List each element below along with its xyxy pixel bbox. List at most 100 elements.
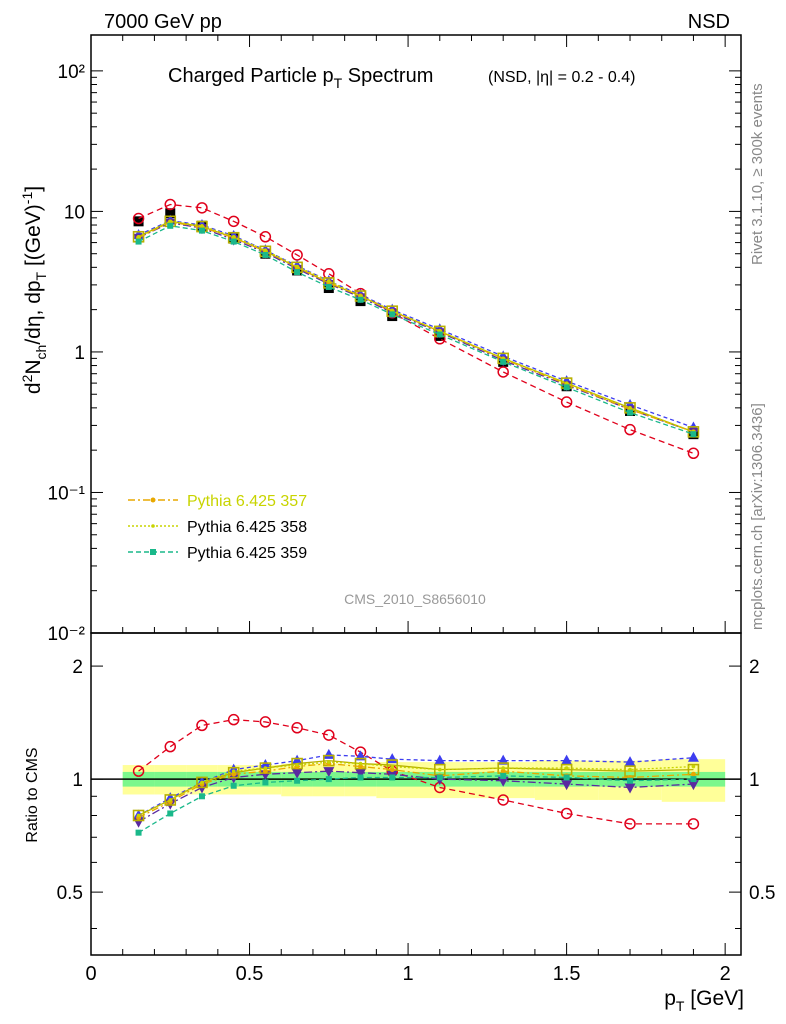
series-point [231, 771, 237, 777]
x-tick-label: 2 [720, 963, 731, 985]
series-point [500, 768, 506, 774]
series-point [560, 396, 573, 408]
series-point [627, 777, 634, 784]
data-point [133, 216, 144, 227]
legend-label: Pythia 6.425 359 [187, 545, 307, 562]
series-point [357, 296, 364, 303]
series-point [262, 768, 268, 774]
series-point [323, 767, 335, 778]
series-line [138, 775, 694, 834]
series-point [358, 764, 364, 770]
series-point [325, 776, 332, 783]
series-point [564, 766, 569, 770]
legend-label: Pythia 6.425 357 [187, 493, 307, 510]
series-point [135, 238, 142, 245]
series-point [196, 783, 208, 794]
series-point [135, 829, 142, 836]
series-point [295, 264, 299, 269]
series-point [132, 212, 145, 225]
series-point [323, 748, 335, 759]
x-tick-label: 0.5 [236, 963, 264, 985]
series-line [138, 761, 694, 817]
legend-marker [150, 497, 156, 503]
series-point [167, 810, 174, 817]
series-point [563, 774, 570, 781]
series-point [198, 793, 205, 800]
series-line [138, 219, 694, 429]
legend-marker [150, 549, 156, 555]
y-tick-label: 1 [74, 343, 85, 364]
series-point [227, 215, 240, 228]
series-point [263, 766, 268, 770]
y-tick-label: 10⁻² [48, 624, 86, 645]
series-point [690, 771, 696, 777]
series-point [167, 222, 174, 229]
legend-label: Pythia 6.425 358 [187, 519, 307, 536]
header-right: NSD [688, 11, 730, 33]
series-point [230, 238, 237, 245]
series-point [291, 768, 303, 779]
series-point [564, 381, 569, 385]
lower-frame [90, 632, 742, 956]
y-tick-label: 10² [58, 62, 85, 83]
series-point [500, 772, 507, 779]
series-point [434, 754, 446, 765]
chart-title: Charged Particle pT Spectrum [168, 65, 433, 91]
series-point [228, 763, 240, 774]
series-point [295, 763, 299, 767]
series-point [624, 423, 636, 436]
series-point [164, 792, 176, 803]
series-point [259, 759, 271, 770]
series-point [200, 223, 204, 228]
series-line [138, 770, 694, 823]
y-tick-label: 2 [72, 657, 83, 678]
series-point [560, 807, 573, 820]
series-point [164, 794, 177, 806]
series-point [262, 779, 269, 786]
series-point [164, 198, 177, 211]
series-point [327, 760, 331, 764]
series-point [501, 766, 505, 770]
x-tick-label: 1 [403, 963, 414, 985]
series-point [231, 234, 236, 239]
series-point [327, 279, 331, 283]
y-tick-label-right: 0.5 [749, 883, 775, 904]
series-line [138, 203, 694, 454]
series-point [497, 776, 509, 787]
upper-frame [90, 34, 742, 634]
ratio-plot: 0.5 0.5 1 1 2 2 0 0.5 1 1.5 2 [57, 632, 775, 985]
series-point [687, 751, 699, 762]
series-point [690, 776, 697, 783]
series-line [138, 762, 694, 819]
series-point [196, 202, 208, 214]
series-point [561, 754, 573, 765]
series-point [196, 719, 208, 732]
side-mcplots: mcplots.cern.ch [arXiv:1306.3436] [749, 403, 766, 630]
y-axis-label-lower: Ratio to CMS [24, 747, 41, 842]
x-axis-label: pT [GeV] [664, 987, 744, 1014]
series-point [198, 227, 205, 234]
series-point [624, 783, 636, 794]
y-axis-label-upper: d2Nch/dη, dpT [(GeV)-1] [19, 186, 49, 394]
series-point [358, 761, 363, 766]
series-point [561, 780, 573, 791]
series-point [263, 248, 268, 252]
y-tick-label-right: 1 [749, 770, 760, 791]
y-tick-label: 10 [64, 202, 85, 223]
series-point [259, 231, 272, 243]
series-point [389, 767, 395, 773]
series-line [138, 220, 694, 433]
series-point [132, 765, 145, 777]
series-point [437, 767, 442, 772]
series-point [497, 794, 509, 806]
series-point [325, 283, 332, 290]
series-point [497, 754, 509, 765]
y-tick-label: 10⁻¹ [48, 483, 86, 504]
series-line [138, 220, 694, 433]
series-point [168, 798, 173, 802]
upper-plot: 10² 10 1 10⁻¹ 10⁻² [48, 34, 742, 955]
x-tick-label: 0 [85, 963, 96, 985]
series-point [227, 766, 240, 779]
y-tick-label-right: 2 [749, 657, 760, 678]
y-tick-label: 1 [72, 770, 83, 791]
